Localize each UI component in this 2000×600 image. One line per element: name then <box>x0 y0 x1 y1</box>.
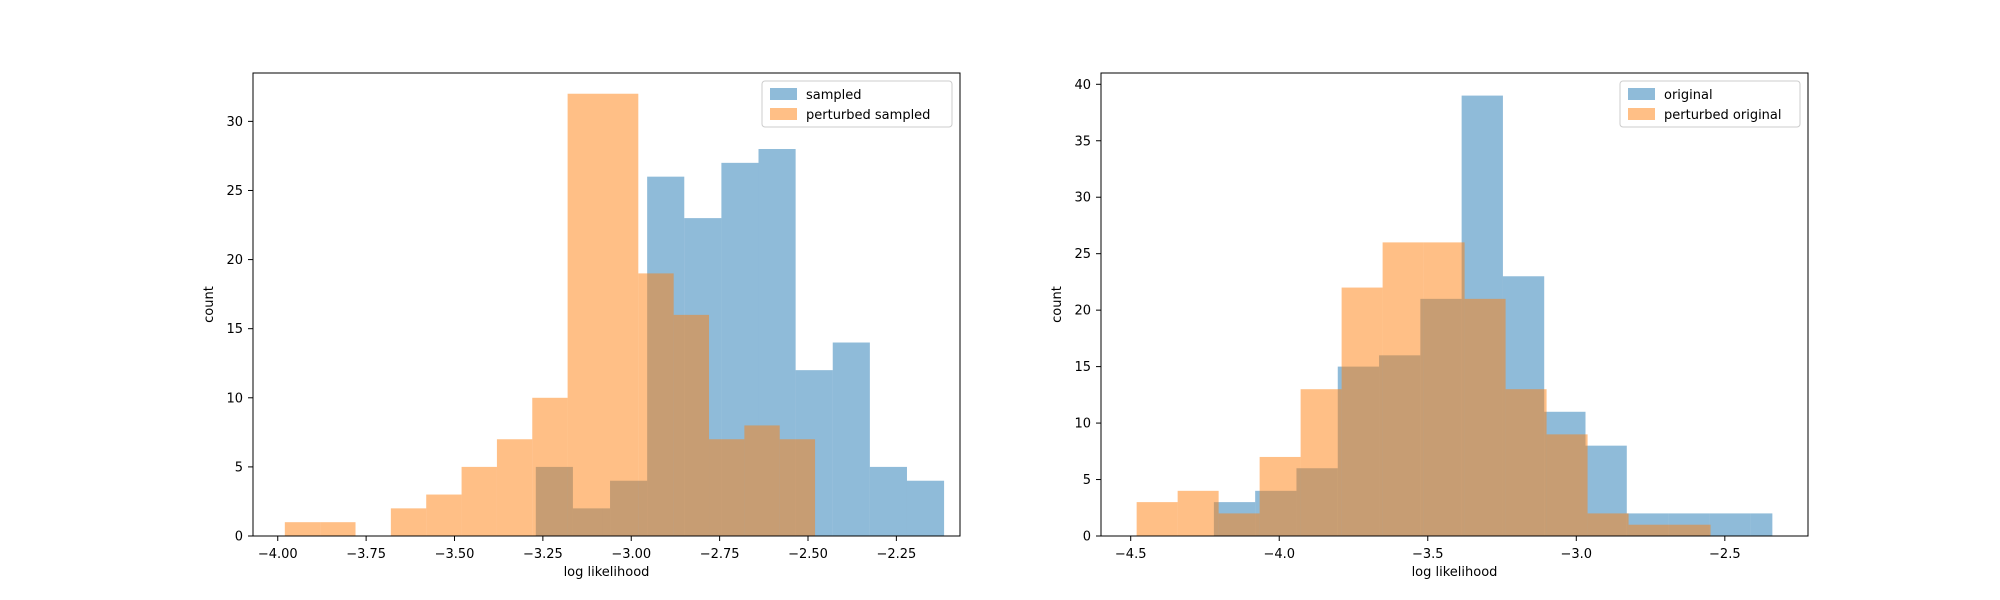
histogram-bar <box>744 425 780 536</box>
histogram-bar <box>709 439 745 536</box>
x-axis-label: log likelihood <box>564 565 650 580</box>
x-tick-label: −2.5 <box>1709 547 1741 562</box>
y-tick-label: 20 <box>226 253 243 268</box>
histogram-bar <box>284 522 321 536</box>
histogram-bar <box>1177 490 1219 536</box>
histogram-bar <box>1750 513 1773 536</box>
histogram-bar <box>461 466 497 536</box>
x-tick-label: −4.5 <box>1115 547 1147 562</box>
histogram-bar <box>602 93 639 536</box>
legend-label: sampled <box>806 88 862 103</box>
y-tick-label: 30 <box>226 115 243 130</box>
x-tick-label: −3.5 <box>1412 547 1444 562</box>
x-tick-label: −3.75 <box>346 547 386 562</box>
x-tick-label: −3.50 <box>435 547 475 562</box>
histogram-bar <box>779 439 816 536</box>
y-tick-label: 5 <box>235 460 243 475</box>
legend-box <box>761 80 953 128</box>
x-tick-label: −3.0 <box>1561 547 1593 562</box>
histogram-bar <box>1218 513 1260 536</box>
x-tick-label: −2.75 <box>700 547 740 562</box>
legend-swatch <box>1628 108 1655 120</box>
y-axis-label: count <box>1050 286 1065 323</box>
series-perturbed-sampled <box>284 93 816 536</box>
histogram-bar <box>532 397 568 536</box>
histogram-bar <box>1546 434 1588 536</box>
legend-label: perturbed sampled <box>806 108 930 123</box>
chart-1: −4.00 −3.75 −3.50 −3.25 −3.00 −2.75 −2.50 −2.25… <box>202 72 961 580</box>
legend-swatch <box>770 88 797 100</box>
legend-box <box>1619 80 1801 128</box>
histogram-bar <box>1464 298 1506 536</box>
chart-2: −4.5 −4.0 −3.5 −3.0 −2.5 0 5 10 15 20 25 30 35 40 log … <box>1050 72 1809 580</box>
legend: original perturbed original <box>1619 80 1801 128</box>
histogram-bar <box>1259 456 1301 536</box>
y-tick-label: 35 <box>1074 134 1091 149</box>
y-tick-label: 20 <box>1074 304 1091 319</box>
histogram-bar <box>638 273 674 536</box>
axes-frame <box>1100 72 1809 537</box>
histogram-bar <box>832 342 870 536</box>
histogram-bar <box>869 466 907 536</box>
legend-label: perturbed original <box>1664 108 1782 123</box>
histogram-bar <box>906 480 945 536</box>
y-tick-label: 5 <box>1083 473 1091 488</box>
histogram-bar <box>1669 524 1711 536</box>
legend-swatch <box>770 108 797 120</box>
y-tick-label: 25 <box>226 184 243 199</box>
histogram-bar <box>426 494 462 536</box>
histogram-bar <box>1505 389 1547 536</box>
histogram-bar <box>1423 242 1465 536</box>
x-tick-label: −2.25 <box>876 547 916 562</box>
y-tick-label: 0 <box>235 530 243 545</box>
histogram-bar <box>1587 513 1629 536</box>
histogram-bar <box>1628 524 1670 536</box>
histogram-bar <box>673 314 710 536</box>
histogram-bar <box>390 508 427 536</box>
x-tick-label: −4.00 <box>258 547 298 562</box>
legend-label: original <box>1664 88 1713 103</box>
histogram-bar <box>1341 287 1383 536</box>
y-tick-label: 40 <box>1074 78 1091 93</box>
y-axis-label: count <box>202 286 217 323</box>
y-tick-label: 15 <box>1074 360 1091 375</box>
y-tick-label: 10 <box>1074 417 1091 432</box>
series-perturbed-original <box>1136 242 1711 536</box>
legend-swatch <box>1628 88 1655 100</box>
y-tick-label: 0 <box>1083 530 1091 545</box>
legend: sampled perturbed sampled <box>761 80 953 128</box>
x-tick-label: −3.25 <box>523 547 563 562</box>
histogram-bar <box>1136 502 1178 536</box>
y-tick-label: 25 <box>1074 247 1091 262</box>
y-tick-label: 15 <box>226 322 243 337</box>
x-tick-label: −3.00 <box>611 547 651 562</box>
histogram-bar <box>1300 389 1342 536</box>
histogram-bar <box>1709 513 1751 536</box>
histogram-bar <box>496 439 533 536</box>
x-axis-label: log likelihood <box>1412 565 1498 580</box>
histogram-bar <box>320 522 356 536</box>
y-tick-label: 30 <box>1074 191 1091 206</box>
y-tick-label: 10 <box>226 391 243 406</box>
histogram-bar <box>1382 242 1424 536</box>
x-tick-label: −4.0 <box>1263 547 1295 562</box>
histogram-bar <box>567 93 603 536</box>
x-tick-label: −2.50 <box>788 547 828 562</box>
axes-frame <box>252 72 961 537</box>
